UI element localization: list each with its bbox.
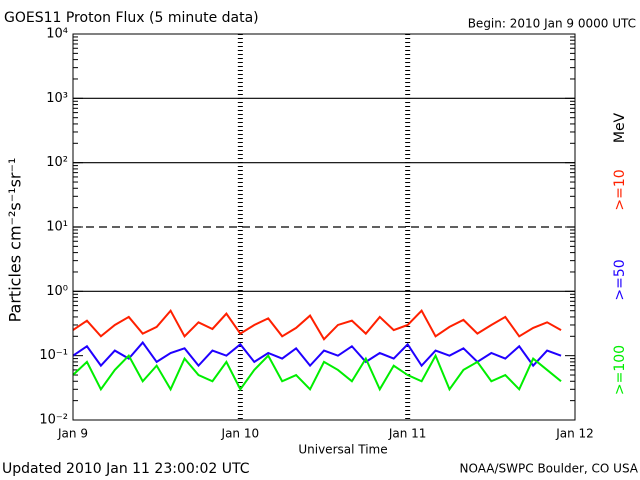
legend-entry: >=50 xyxy=(612,259,628,300)
chart-title: GOES11 Proton Flux (5 minute data) xyxy=(4,10,259,26)
y-tick-label: 10⁻¹ xyxy=(39,348,68,363)
x-tick-label: Jan 9 xyxy=(57,427,88,441)
legend-entry: >=100 xyxy=(612,345,628,395)
y-tick-label: 10⁻² xyxy=(39,413,68,428)
x-tick-label: Jan 11 xyxy=(388,427,427,441)
x-axis-label: Universal Time xyxy=(298,443,387,457)
chart-subtitle: Begin: 2010 Jan 9 0000 UTC xyxy=(468,17,636,31)
footer-left: Updated 2010 Jan 11 23:00:02 UTC xyxy=(2,461,250,477)
y-tick-label: 10¹ xyxy=(46,220,68,235)
y-tick-label: 10³ xyxy=(46,91,68,106)
plot-frame xyxy=(72,33,576,421)
series-line xyxy=(72,340,562,368)
x-tick-label: Jan 12 xyxy=(555,427,594,441)
legend-title: MeV xyxy=(612,112,628,143)
series-line xyxy=(72,353,562,392)
y-tick-label: 10⁴ xyxy=(46,27,68,42)
footer-right: NOAA/SWPC Boulder, CO USA xyxy=(460,462,639,476)
series-line xyxy=(72,308,562,341)
y-tick-label: 10² xyxy=(46,155,68,170)
y-tick-label: 10⁰ xyxy=(46,284,68,299)
legend-entry: >=10 xyxy=(612,169,628,210)
y-axis-label: Particles cm⁻²s⁻¹sr⁻¹ xyxy=(6,158,25,323)
x-tick-label: Jan 10 xyxy=(221,427,260,441)
